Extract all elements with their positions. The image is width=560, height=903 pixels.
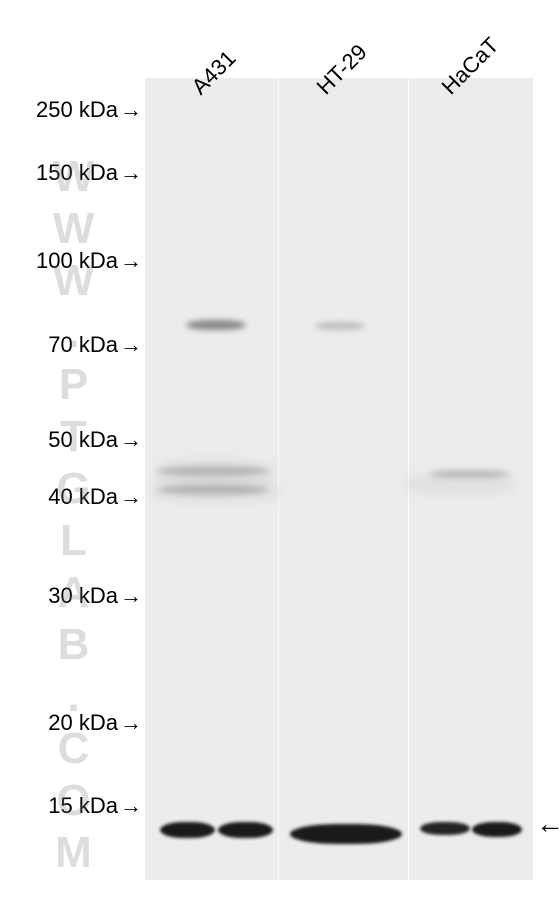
band-lane3-b	[472, 822, 522, 837]
arrow-right-icon: →	[120, 248, 142, 274]
target-band-arrow-icon: ←	[536, 808, 560, 840]
arrow-right-icon: →	[120, 427, 142, 453]
arrow-right-icon: →	[120, 710, 142, 736]
figure-container: A431 HT-29 HaCaT 250 kDa→ 150 kDa→ 100 k…	[0, 0, 560, 903]
faint-band	[430, 470, 510, 478]
watermark-text: WWW.PTGLAB.COM	[48, 152, 98, 880]
arrow-right-icon: →	[120, 160, 142, 186]
arrow-right-icon: →	[120, 793, 142, 819]
mw-text: 250 kDa	[36, 97, 118, 122]
arrow-right-icon: →	[120, 97, 142, 123]
arrow-right-icon: →	[120, 484, 142, 510]
blot-membrane	[145, 78, 533, 880]
arrow-right-icon: →	[120, 583, 142, 609]
mw-marker: 250 kDa→	[36, 97, 142, 123]
band-lane1-a	[160, 822, 215, 838]
faint-band	[315, 322, 365, 330]
band-lane1-b	[218, 822, 273, 838]
faint-band	[186, 320, 246, 330]
faint-band	[158, 466, 268, 476]
arrow-right-icon: →	[120, 332, 142, 358]
faint-band	[158, 485, 268, 495]
lane-divider	[278, 78, 279, 880]
band-lane3-a	[420, 822, 470, 835]
band-lane2	[290, 824, 402, 844]
